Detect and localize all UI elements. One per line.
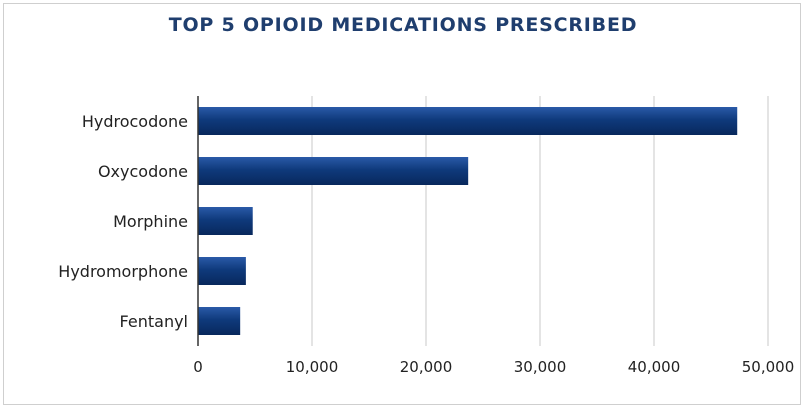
x-tick-labels: 0 10,000 20,000 30,000 40,000 50,000 xyxy=(193,358,794,376)
bar-hydrocodone xyxy=(198,107,738,135)
category-labels: Hydrocodone Oxycodone Morphine Hydromorphon… xyxy=(58,112,188,331)
category-label: Hydromorphone xyxy=(58,262,188,281)
bar-fentanyl xyxy=(198,307,241,335)
chart-title: TOP 5 OPIOID MEDICATIONS PRESCRIBED xyxy=(168,14,638,36)
category-label: Morphine xyxy=(113,212,188,231)
bars-group xyxy=(198,107,738,335)
bar-morphine xyxy=(198,207,253,235)
x-tick-label: 20,000 xyxy=(400,358,453,376)
chart-frame xyxy=(3,3,801,405)
x-tick-label: 30,000 xyxy=(514,358,567,376)
category-label: Fentanyl xyxy=(120,312,188,331)
x-tick-label: 50,000 xyxy=(742,358,795,376)
x-tick-label: 10,000 xyxy=(286,358,339,376)
bar-hydromorphone xyxy=(198,257,246,285)
gridlines xyxy=(311,96,769,346)
category-label: Hydrocodone xyxy=(82,112,188,131)
category-label: Oxycodone xyxy=(98,162,188,181)
x-tick-label: 0 xyxy=(193,358,203,376)
x-tick-label: 40,000 xyxy=(628,358,681,376)
bar-oxycodone xyxy=(198,157,469,185)
